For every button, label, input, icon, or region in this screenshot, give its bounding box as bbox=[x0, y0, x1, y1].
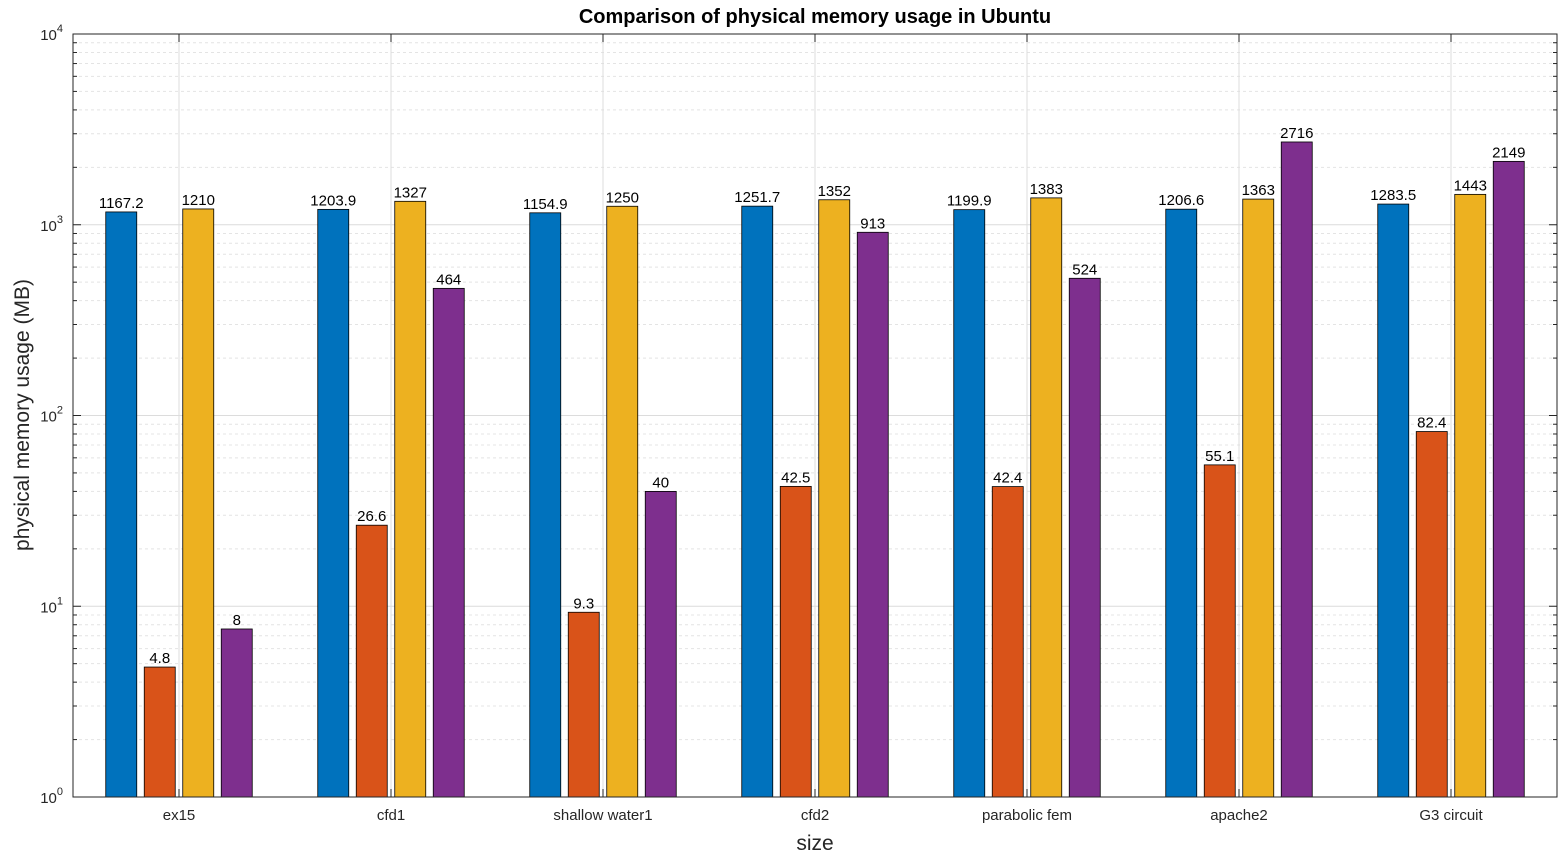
x-axis-label: size bbox=[796, 832, 833, 855]
bar-1-shallow-water1 bbox=[529, 212, 562, 798]
bar-3-ex15 bbox=[182, 208, 215, 798]
bars-layer bbox=[105, 141, 1525, 798]
data-label: 1203.9 bbox=[310, 192, 356, 209]
data-label: 2149 bbox=[1492, 144, 1525, 161]
y-axis-label: physical memory usage (MB) bbox=[11, 279, 34, 551]
data-label: 1206.6 bbox=[1158, 192, 1204, 209]
x-tick-label: G3 circuit bbox=[1419, 807, 1483, 824]
data-label: 1327 bbox=[394, 184, 427, 201]
data-label: 42.4 bbox=[993, 470, 1022, 487]
bar-2-cfd1 bbox=[355, 524, 388, 798]
x-tick-label: apache2 bbox=[1210, 807, 1268, 824]
bar-2-apache2 bbox=[1203, 464, 1236, 798]
x-tick-label: ex15 bbox=[163, 807, 196, 824]
data-label: 464 bbox=[436, 271, 461, 288]
data-label: 4.8 bbox=[149, 650, 170, 667]
bar-3-g3-circuit bbox=[1454, 193, 1487, 798]
y-tick-label: 103 bbox=[40, 214, 63, 235]
x-tick-label: cfd1 bbox=[377, 807, 405, 824]
data-label: 1167.2 bbox=[99, 195, 144, 212]
y-tick-label: 104 bbox=[40, 23, 63, 44]
y-tick-label: 102 bbox=[40, 405, 63, 426]
axes-layer bbox=[72, 33, 1558, 798]
x-tick-label: shallow water1 bbox=[553, 807, 652, 824]
data-label: 1443 bbox=[1454, 177, 1487, 194]
bar-4-cfd2 bbox=[856, 231, 889, 798]
y-tick-label: 101 bbox=[40, 595, 63, 616]
bar-4-ex15 bbox=[220, 628, 253, 798]
bar-1-g3-circuit bbox=[1377, 203, 1410, 798]
data-label: 8 bbox=[233, 612, 241, 629]
grid-layer bbox=[73, 33, 1557, 798]
bar-2-g3-circuit bbox=[1415, 431, 1448, 798]
bar-2-ex15 bbox=[143, 666, 176, 798]
bar-1-apache2 bbox=[1165, 208, 1198, 798]
bar-1-cfd2 bbox=[741, 205, 774, 798]
bar-4-apache2 bbox=[1280, 141, 1313, 798]
data-label: 40 bbox=[652, 474, 669, 491]
bar-4-shallow-water1 bbox=[644, 491, 677, 798]
bar-1-ex15 bbox=[105, 211, 138, 798]
chart-title: Comparison of physical memory usage in U… bbox=[579, 6, 1051, 28]
bar-1-cfd1 bbox=[317, 208, 350, 798]
data-label: 82.4 bbox=[1417, 415, 1446, 432]
bar-2-parabolic-fem bbox=[991, 486, 1024, 798]
data-label: 1251.7 bbox=[734, 189, 780, 206]
data-label: 1199.9 bbox=[947, 193, 992, 210]
data-label: 913 bbox=[860, 215, 885, 232]
bar-2-shallow-water1 bbox=[567, 611, 600, 798]
bar-3-parabolic-fem bbox=[1030, 197, 1063, 798]
y-tick-label: 100 bbox=[40, 786, 63, 807]
data-label: 55.1 bbox=[1205, 448, 1234, 465]
data-label: 1283.5 bbox=[1370, 187, 1416, 204]
data-label: 1363 bbox=[1242, 182, 1275, 199]
bar-1-parabolic-fem bbox=[953, 209, 986, 798]
x-tick-label: parabolic fem bbox=[982, 807, 1072, 824]
bar-3-apache2 bbox=[1242, 198, 1275, 798]
bar-4-cfd1 bbox=[432, 287, 465, 798]
bar-4-g3-circuit bbox=[1492, 160, 1525, 798]
bar-3-cfd1 bbox=[394, 200, 427, 798]
data-label: 1352 bbox=[818, 183, 851, 200]
bar-3-cfd2 bbox=[818, 199, 851, 798]
data-label: 9.3 bbox=[573, 595, 594, 612]
data-label: 1210 bbox=[182, 192, 215, 209]
data-label: 1250 bbox=[606, 189, 639, 206]
data-label: 524 bbox=[1072, 261, 1097, 278]
bar-4-parabolic-fem bbox=[1068, 277, 1101, 798]
data-label: 2716 bbox=[1280, 125, 1313, 142]
x-tick-label: cfd2 bbox=[801, 807, 829, 824]
data-label: 26.6 bbox=[357, 508, 386, 525]
data-label: 42.5 bbox=[781, 469, 810, 486]
data-label: 1383 bbox=[1030, 181, 1063, 198]
data-label: 1154.9 bbox=[523, 196, 568, 213]
bar-3-shallow-water1 bbox=[606, 205, 639, 798]
labels-layer: 1167.2 4.8 1210 8 1203.9 26.6 1327 464 1154.9 9.3… bbox=[40, 23, 1525, 824]
bar-2-cfd2 bbox=[779, 485, 812, 798]
